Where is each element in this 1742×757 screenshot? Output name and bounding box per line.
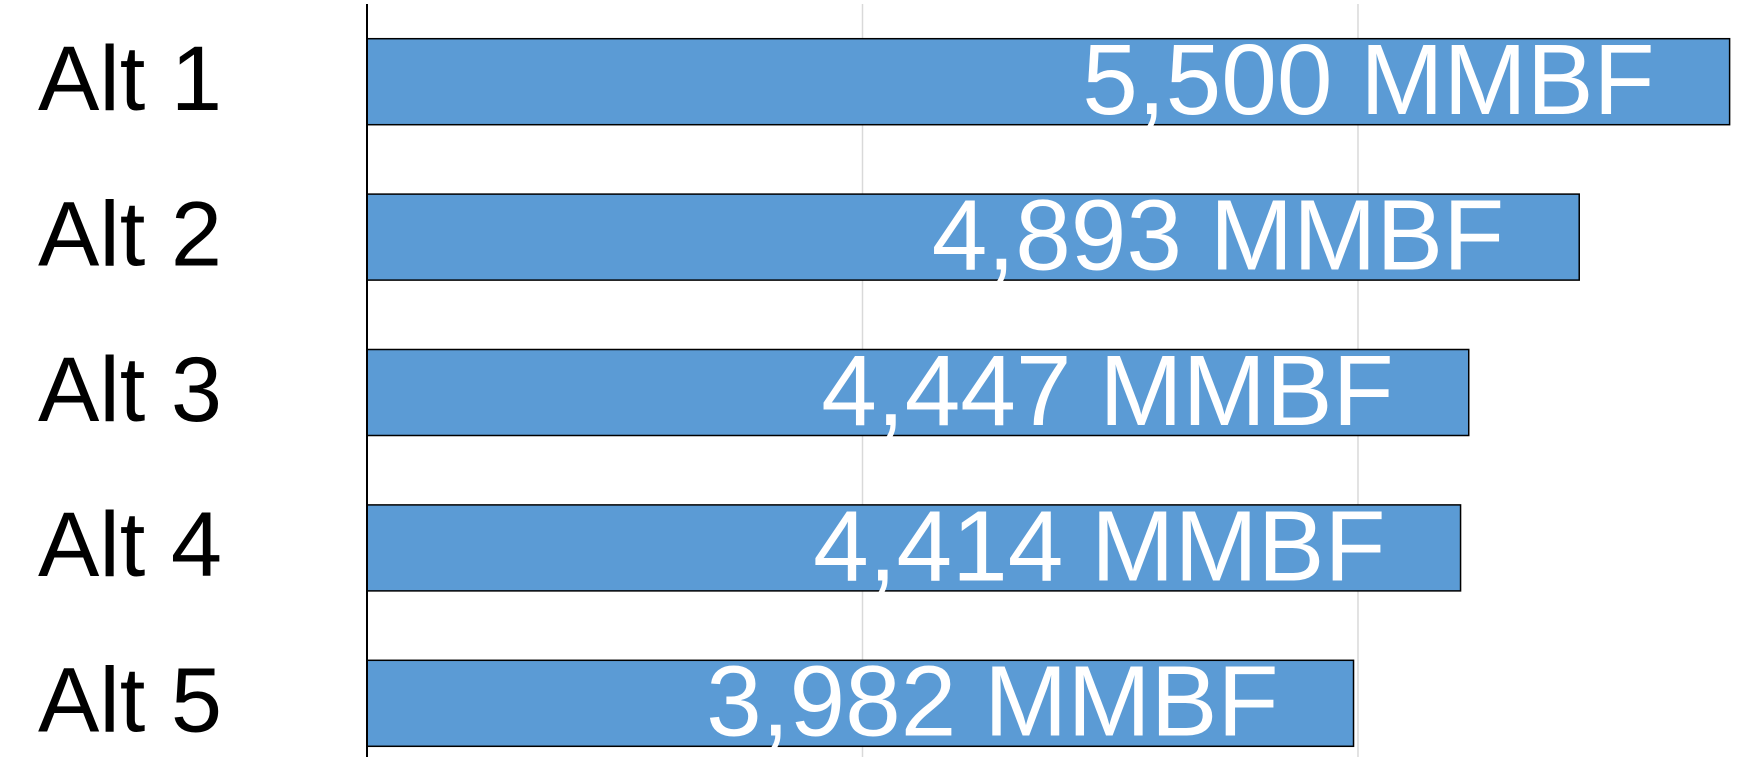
data-label: 4,447 MMBF bbox=[821, 335, 1393, 447]
y-tick-label: Alt 2 bbox=[38, 183, 222, 285]
y-tick-label: Alt 4 bbox=[38, 494, 222, 596]
data-label: 4,893 MMBF bbox=[932, 180, 1504, 292]
y-tick-label: Alt 1 bbox=[38, 28, 222, 130]
data-label: 3,982 MMBF bbox=[706, 646, 1278, 757]
data-label: 5,500 MMBF bbox=[1082, 24, 1654, 136]
bar bbox=[366, 659, 1355, 748]
y-tick-label: Alt 3 bbox=[38, 339, 222, 441]
bar bbox=[366, 193, 1580, 281]
data-label: 4,414 MMBF bbox=[813, 490, 1385, 602]
bar bbox=[366, 504, 1462, 592]
y-tick-label: Alt 5 bbox=[38, 650, 222, 752]
